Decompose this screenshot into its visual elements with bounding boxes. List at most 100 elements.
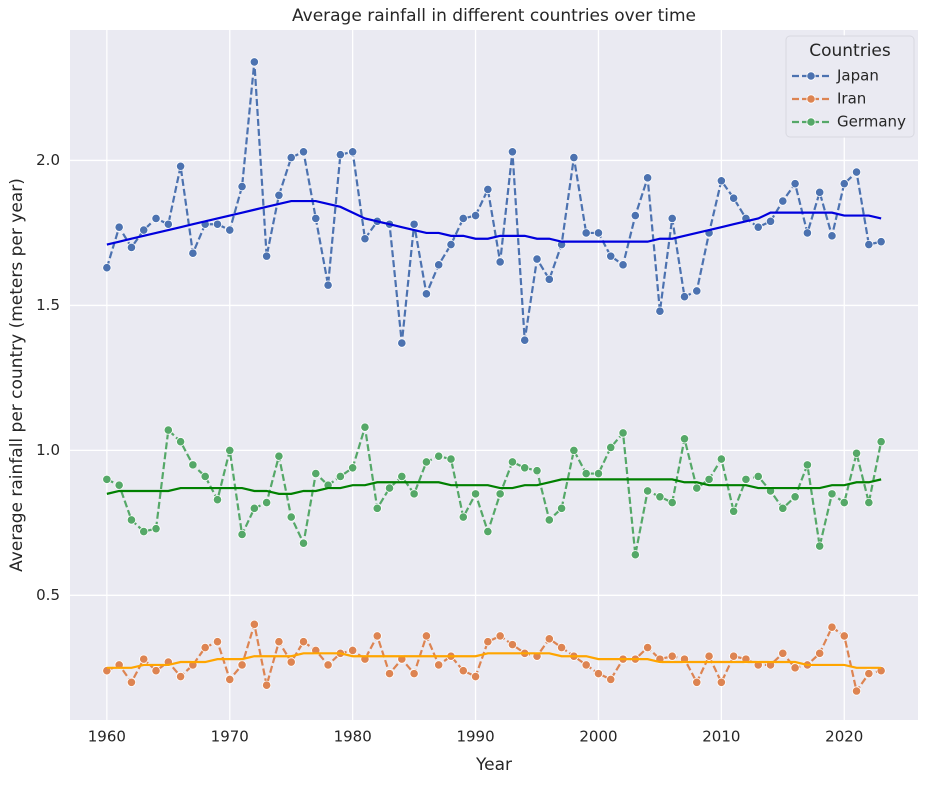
point — [409, 489, 419, 499]
point — [458, 213, 468, 224]
point — [507, 457, 518, 467]
point — [667, 213, 677, 224]
point — [262, 251, 272, 261]
point — [778, 648, 788, 658]
point — [139, 225, 149, 235]
point — [372, 503, 382, 513]
point — [274, 637, 284, 647]
point — [421, 289, 432, 299]
point — [421, 631, 432, 641]
x-tick-label: 2010 — [702, 728, 740, 746]
point — [790, 663, 800, 673]
point — [581, 228, 591, 238]
point — [593, 468, 604, 479]
x-tick-label: 2000 — [579, 728, 617, 746]
point — [520, 463, 530, 473]
point — [409, 669, 419, 679]
point — [692, 286, 702, 296]
point — [274, 190, 284, 200]
point — [851, 167, 862, 177]
point — [532, 466, 542, 476]
point — [421, 457, 432, 467]
point — [667, 651, 677, 661]
point — [778, 503, 788, 513]
point — [753, 222, 763, 232]
plot-area — [70, 30, 918, 720]
point — [360, 422, 370, 432]
point — [163, 425, 173, 435]
point — [446, 454, 456, 464]
point — [864, 239, 874, 250]
point — [434, 451, 444, 461]
point — [483, 526, 493, 537]
point — [348, 147, 358, 157]
point — [470, 489, 481, 499]
point — [372, 631, 382, 641]
legend: Countries Japan Iran Germany — [785, 35, 915, 138]
point — [237, 181, 247, 192]
point — [483, 637, 493, 647]
point — [741, 474, 751, 484]
point — [839, 631, 849, 641]
point — [126, 677, 137, 687]
y-tick-label: 2.0 — [36, 151, 60, 169]
point — [630, 210, 640, 221]
point — [827, 489, 837, 499]
point — [827, 622, 837, 632]
point — [249, 503, 259, 513]
point — [544, 515, 554, 525]
point — [139, 654, 149, 664]
point — [864, 497, 874, 508]
point — [176, 437, 186, 447]
point — [802, 228, 812, 238]
point — [126, 242, 137, 253]
point — [311, 213, 321, 224]
point — [704, 651, 714, 661]
point — [790, 492, 800, 502]
point — [323, 660, 333, 670]
marks — [102, 57, 886, 696]
point — [815, 187, 825, 197]
trend-line — [106, 478, 882, 495]
point — [323, 280, 333, 290]
y-axis-label: Average rainfall per country (meters per… — [7, 178, 27, 572]
x-tick-label: 1970 — [211, 728, 249, 746]
point — [815, 648, 825, 658]
point — [581, 468, 591, 479]
point — [298, 538, 309, 548]
x-tick-label: 2020 — [825, 728, 863, 746]
point — [114, 480, 124, 490]
point — [839, 497, 849, 508]
point — [311, 468, 321, 479]
point — [114, 222, 124, 232]
point — [643, 642, 653, 653]
point — [262, 680, 272, 690]
point — [212, 637, 223, 647]
point — [200, 471, 210, 482]
point — [815, 541, 825, 551]
point — [606, 251, 616, 261]
point — [716, 677, 726, 687]
point — [839, 179, 849, 189]
point — [729, 651, 739, 661]
point — [593, 228, 604, 238]
point — [286, 512, 296, 522]
point — [790, 179, 800, 189]
chart-title: Average rainfall in different countries … — [292, 6, 696, 26]
point — [212, 219, 223, 229]
point — [298, 637, 309, 647]
point — [126, 515, 137, 525]
point — [569, 152, 579, 163]
point — [237, 529, 247, 540]
point — [188, 460, 198, 470]
point — [864, 669, 874, 679]
point — [765, 216, 776, 226]
point — [434, 260, 444, 270]
point — [102, 263, 112, 273]
point — [446, 239, 456, 250]
point — [851, 686, 862, 696]
point — [298, 147, 309, 157]
point — [249, 619, 259, 629]
point — [434, 660, 444, 670]
